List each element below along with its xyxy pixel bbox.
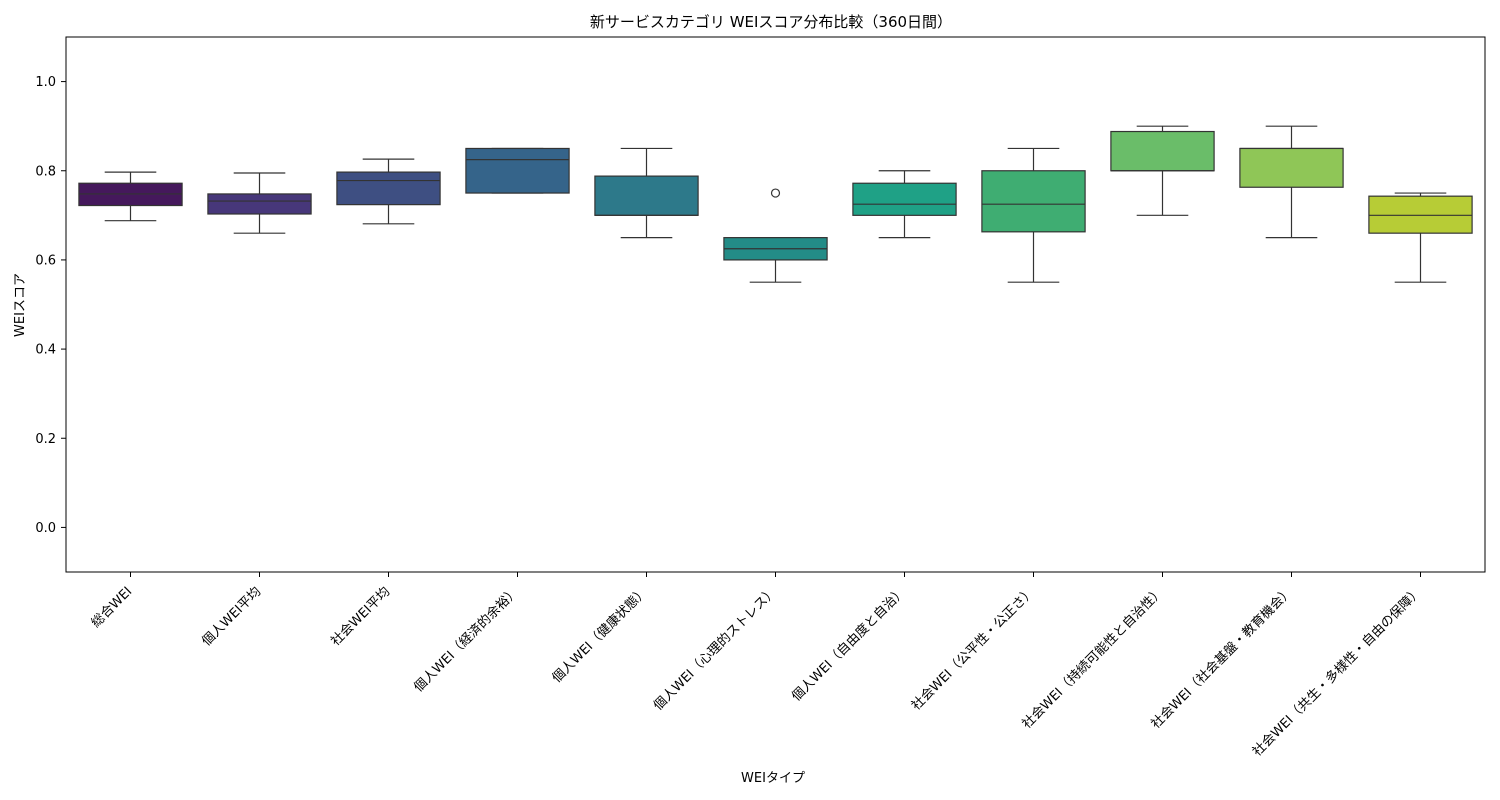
x-tick-label: 個人WEI（経済的余裕） <box>411 584 523 696</box>
y-tick-label: 0.4 <box>35 343 56 358</box>
y-tick-label: 0.6 <box>35 253 56 268</box>
x-tick-label: 個人WEI平均 <box>199 584 264 649</box>
box-group <box>1110 125 1215 216</box>
iqr-box <box>1110 130 1215 172</box>
box-group <box>336 158 441 225</box>
x-tick-label: 総合WEI <box>89 584 136 631</box>
y-tick-label: 0.8 <box>35 164 56 179</box>
x-tick-label: 個人WEI（心理的ストレス） <box>650 584 780 714</box>
box-group <box>1239 125 1344 239</box>
iqr-box <box>336 171 441 206</box>
y-axis-title: WEIスコア <box>13 273 28 337</box>
box-group <box>1368 192 1473 283</box>
box-series <box>78 125 1473 283</box>
iqr-box <box>1239 147 1344 188</box>
box-group <box>78 171 183 222</box>
x-tick-label: 社会WEI（社会基盤・教育機会） <box>1148 584 1296 732</box>
x-axis: 総合WEI 個人WEI平均 社会WEI平均 個人WEI（経済的余裕） 個人WEI（健康状… <box>89 572 1425 760</box>
iqr-box <box>981 170 1086 233</box>
box-group <box>465 147 570 194</box>
iqr-box <box>465 147 570 194</box>
x-tick-label: 社会WEI（公平性・公正さ） <box>908 584 1038 714</box>
box-group <box>207 172 312 234</box>
x-axis-title: WEIタイプ <box>741 771 805 786</box>
y-tick-label: 0.2 <box>35 432 56 447</box>
y-tick-label: 0.0 <box>35 521 56 536</box>
iqr-box <box>852 182 957 216</box>
outlier-point <box>770 188 781 198</box>
x-tick-label: 個人WEI（自由度と自治） <box>788 584 909 705</box>
x-tick-label: 個人WEI（健康状態） <box>549 584 651 686</box>
box-group <box>981 147 1086 283</box>
box-group <box>852 170 957 239</box>
box-group <box>594 147 699 239</box>
y-axis: 0.0 0.2 0.4 0.6 0.8 1.0 <box>35 75 66 536</box>
chart-title: 新サービスカテゴリ WEIスコア分布比較（360日間） <box>590 13 952 31</box>
box-group <box>723 188 828 283</box>
y-tick-label: 1.0 <box>35 75 56 90</box>
x-tick-label: 社会WEI（持続可能性と自治性） <box>1019 584 1167 732</box>
plot-area-frame <box>65 36 1486 573</box>
x-tick-label: 社会WEI平均 <box>328 584 394 650</box>
iqr-box <box>1368 195 1473 234</box>
iqr-box <box>594 175 699 216</box>
iqr-box <box>207 193 312 215</box>
